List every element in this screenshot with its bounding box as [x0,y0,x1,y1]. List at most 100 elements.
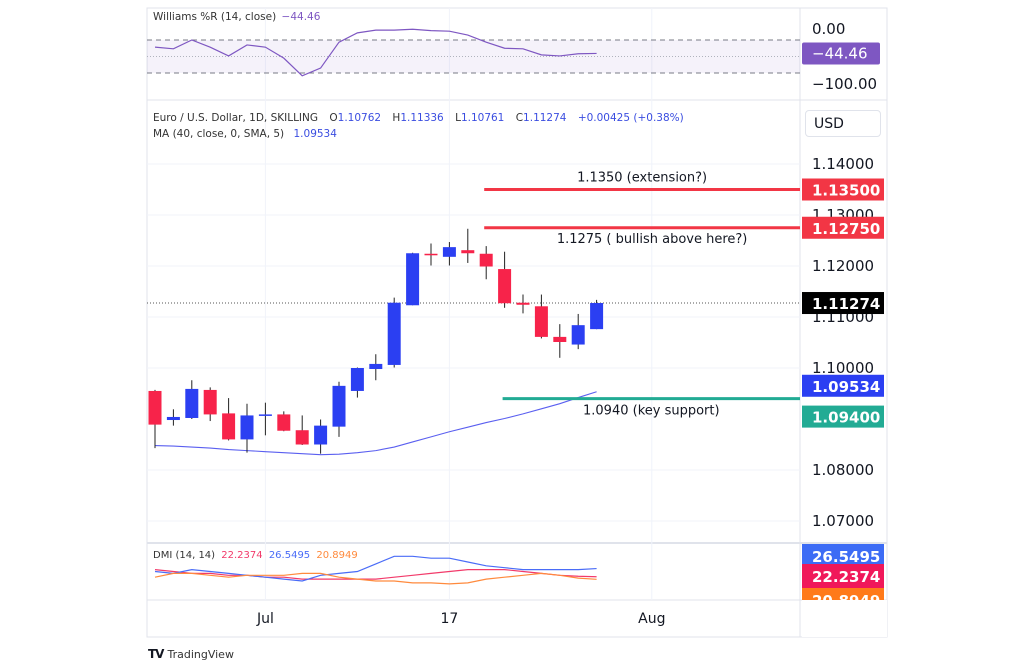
candle [166,409,180,426]
dmi-plus-value: 22.2374 [221,550,263,561]
tradingview-logo-icon: TV [148,647,165,661]
candle-body [498,269,512,304]
dmi-minus-value: 26.5495 [268,550,311,561]
level-annotation: 1.1275 ( bullish above here?) [557,232,748,247]
candle [424,243,438,266]
candle-body [590,303,604,330]
candle [516,294,530,314]
candle-body [479,253,493,267]
brand-name: TradingView [167,647,234,661]
candle-body [369,363,383,370]
dmi-adx-value: 20.8949 [316,550,358,561]
dmi-line-plusdi [154,568,597,580]
williams-legend: Williams %R (14, close) −44.46 [153,11,320,23]
tradingview-brand[interactable]: TV TradingView [148,647,234,661]
candle-body [442,247,456,257]
ma-legend: MA (40, close, 0, SMA, 5) 1.09534 [153,128,337,140]
dmi-line-adx [154,572,597,585]
candle [442,242,456,266]
candle-body [571,325,585,345]
symbol-name: Euro / U.S. Dollar, 1D, SKILLING [153,112,319,124]
candle [571,313,585,350]
ma-price-badge [802,374,884,397]
dmi-legend-name: DMI (14, 14) [153,550,216,561]
close-value: 1.11274 [523,112,567,124]
price-axis-label: 1.14000 [812,155,874,173]
candle [258,402,272,436]
candle-body [332,385,346,427]
candle [350,367,364,398]
last-price-label: 1.11274 [812,295,880,313]
candle [590,299,604,330]
candle-body [277,414,291,431]
low-value: 1.10761 [460,112,505,124]
candle-body [222,413,236,440]
candle-body [314,425,328,445]
williams-legend-name: Williams %R (14, close) [153,11,277,23]
level-1350-label: 1.13500 [812,182,880,200]
close-label: C [515,112,524,124]
candle [553,324,567,358]
candle [534,294,548,339]
level-1350-badge [802,178,884,201]
level-1275-badge [802,216,884,239]
candle [332,381,346,437]
candle-body [406,253,420,306]
williams-legend-value: −44.46 [281,11,321,23]
time-axis-label: Jul [256,611,274,627]
price-axis-label: 1.08000 [812,461,874,479]
candle-body [295,430,309,445]
candle-body [185,388,199,418]
last-price-badge [802,292,884,315]
main-legend: Euro / U.S. Dollar, 1D, SKILLING O1.1076… [153,112,684,124]
dmi-badge-bg [802,588,884,600]
candle-body [387,302,401,365]
candle [406,252,420,306]
level-1275-label: 1.12750 [812,220,880,238]
candle [277,411,291,432]
dmi-badge-label: 26.5495 [812,548,880,566]
candle-body [240,415,254,440]
ma-legend-value: 1.09534 [293,128,337,140]
candle [185,380,199,419]
williams-current-label: −44.46 [812,44,868,62]
dmi-badge-label: 22.2374 [812,568,880,586]
level-annotation: 1.0940 (key support) [583,404,720,419]
candle [240,403,254,453]
candle-body [424,253,438,256]
high-label: H [392,112,401,124]
williams-current-badge [802,42,880,65]
candle [369,354,383,381]
williams-line [154,28,597,77]
candle-body [166,416,180,421]
candle-body [258,414,272,416]
chart-frame [146,7,888,638]
level-annotation: 1.1350 (extension?) [577,171,707,186]
candle-body [516,302,530,305]
price-axis-label: 1.07000 [812,512,874,530]
ma-line [154,391,597,456]
axis-corner [802,600,887,637]
level-0940-badge [802,405,884,428]
low-label: L [455,112,461,124]
level-0940-label: 1.09400 [812,409,880,427]
price-axis-label: 1.12000 [812,257,874,275]
candle-body [534,306,548,337]
open-value: 1.10762 [337,112,382,124]
candle [148,389,162,449]
currency-button[interactable]: USD [805,110,881,137]
candle-body [461,250,475,254]
candle [387,297,401,368]
candle [314,419,328,454]
price-axis-label: 1.10000 [812,359,874,377]
williams-axis-bottom: −100.00 [812,75,877,93]
high-value: 1.11336 [400,112,444,124]
ma-legend-name: MA (40, close, 0, SMA, 5) [153,128,285,140]
time-axis-label: Aug [638,611,665,627]
ma-price-label: 1.09534 [812,378,880,396]
change-value: +0.00425 (+0.38%) [577,112,684,124]
candle-body [553,336,567,342]
dmi-line-minusdi [154,555,597,582]
candle [222,398,236,441]
